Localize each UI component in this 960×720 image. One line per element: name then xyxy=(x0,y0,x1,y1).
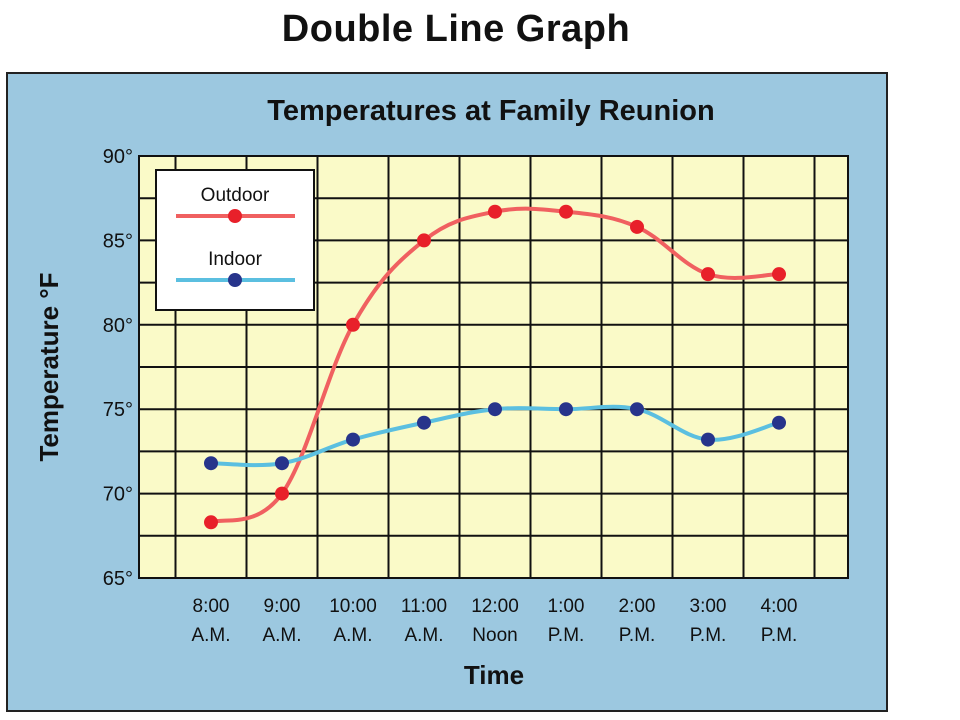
point-outdoor xyxy=(701,267,715,282)
point-indoor xyxy=(346,432,360,447)
point-outdoor xyxy=(346,317,360,332)
point-indoor xyxy=(630,402,644,417)
x-tick-label: P.M. xyxy=(690,625,727,646)
x-tick-label: 8:00 xyxy=(193,596,230,617)
legend-label-outdoor: Outdoor xyxy=(201,185,270,206)
series-markers xyxy=(204,204,786,530)
point-outdoor xyxy=(204,515,218,530)
x-tick-label: 4:00 xyxy=(761,596,798,617)
x-tick-label: P.M. xyxy=(619,625,656,646)
x-tick-label: 12:00 xyxy=(471,596,519,617)
x-tick-label: 10:00 xyxy=(329,596,377,617)
point-outdoor xyxy=(417,233,431,248)
series-line-outdoor xyxy=(210,206,780,525)
point-indoor xyxy=(417,415,431,430)
legend-marker-indoor xyxy=(228,273,242,287)
point-indoor xyxy=(559,402,573,417)
y-tick-label: 75° xyxy=(103,399,133,421)
point-indoor xyxy=(701,432,715,447)
x-axis-label: Time xyxy=(464,660,524,690)
legend: Outdoor Indoor xyxy=(155,169,315,311)
y-tick-label: 70° xyxy=(103,484,133,506)
point-indoor xyxy=(204,456,218,471)
x-tick-label: 3:00 xyxy=(690,596,727,617)
x-tick-label: 1:00 xyxy=(548,596,585,617)
y-tick-label: 90° xyxy=(103,146,133,168)
point-outdoor xyxy=(630,219,644,234)
y-axis-label: Temperature °F xyxy=(34,272,64,461)
point-outdoor xyxy=(488,204,502,219)
point-indoor xyxy=(772,415,786,430)
y-tick-labels: 90° 85° 80° 75° 70° 65° xyxy=(103,146,133,590)
x-tick-labels: 8:00 A.M. 9:00 A.M. 10:00 A.M. 11:00 A.M. 12:00 N… xyxy=(191,596,797,646)
point-indoor xyxy=(488,402,502,417)
x-tick-label: P.M. xyxy=(548,625,585,646)
y-tick-label: 85° xyxy=(103,230,133,252)
x-tick-label: A.M. xyxy=(262,625,301,646)
legend-marker-outdoor xyxy=(228,209,242,223)
x-tick-label: A.M. xyxy=(404,625,443,646)
y-tick-label: 80° xyxy=(103,315,133,337)
point-outdoor xyxy=(275,486,289,501)
x-tick-label: A.M. xyxy=(191,625,230,646)
point-outdoor xyxy=(559,204,573,219)
page-title: Double Line Graph xyxy=(281,8,631,50)
x-tick-label: 9:00 xyxy=(264,596,301,617)
chart-panel: Temperatures at Family Reunion 90° 85° 80°… xyxy=(6,72,888,712)
x-tick-label: 2:00 xyxy=(619,596,656,617)
point-indoor xyxy=(275,456,289,471)
y-tick-label: 65° xyxy=(103,568,133,590)
chart-title: Temperatures at Family Reunion xyxy=(267,95,714,127)
legend-label-indoor: Indoor xyxy=(208,249,263,270)
x-tick-label: 11:00 xyxy=(401,596,447,617)
x-tick-label: A.M. xyxy=(333,625,372,646)
chart: Temperatures at Family Reunion 90° 85° 80°… xyxy=(34,95,849,690)
x-tick-label: Noon xyxy=(472,625,517,646)
x-tick-label: P.M. xyxy=(761,625,798,646)
point-outdoor xyxy=(772,267,786,282)
